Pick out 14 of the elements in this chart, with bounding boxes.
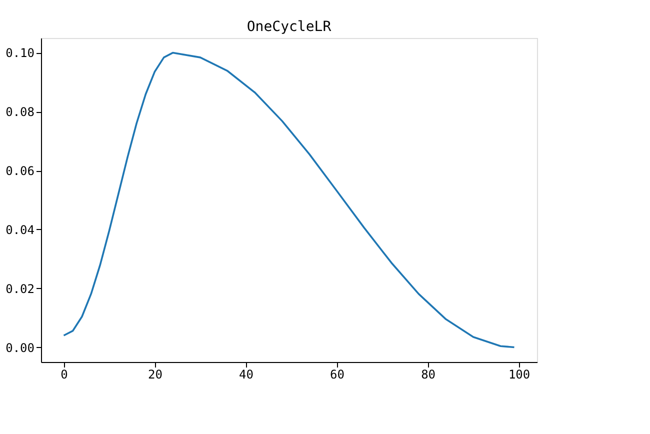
chart-title: OneCycleLR: [246, 19, 332, 35]
y-tick-label: 0.02: [6, 282, 34, 296]
y-tick-label: 0.10: [6, 46, 34, 60]
y-tick-label: 0.06: [6, 164, 34, 178]
x-tick-label: 20: [148, 368, 162, 382]
x-tick-label: 80: [421, 368, 436, 382]
x-tick-label: 100: [508, 368, 530, 382]
line-series: [62, 52, 516, 348]
x-tick-label: 0: [60, 368, 68, 382]
y-tick-label: 0.04: [6, 222, 34, 237]
x-tick-label: 40: [239, 368, 254, 382]
x-tick-label: 60: [330, 368, 345, 382]
y-tick-label: 0.08: [6, 105, 34, 120]
y-tick-label: 0.00: [6, 340, 34, 355]
